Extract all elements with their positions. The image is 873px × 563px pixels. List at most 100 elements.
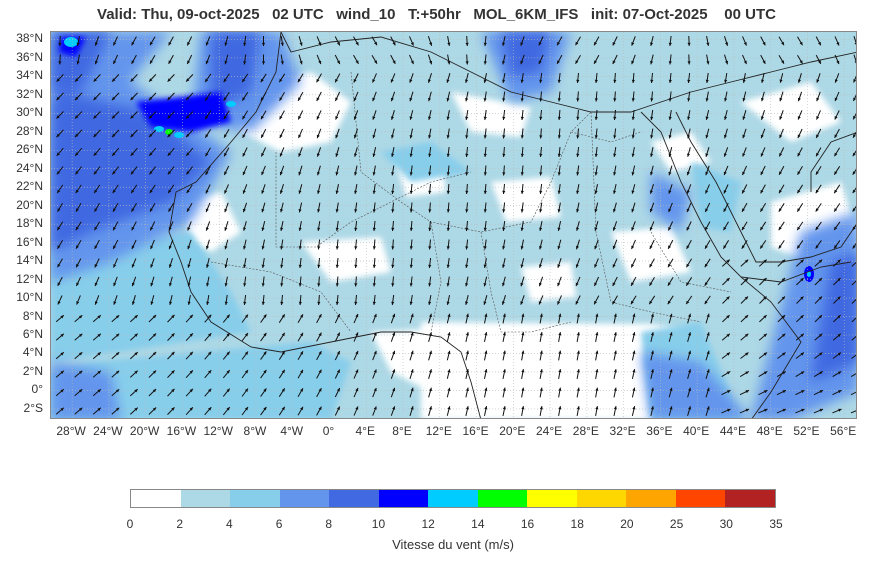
wind-arrow xyxy=(557,220,562,232)
wind-arrow xyxy=(502,406,506,416)
wind-arrow xyxy=(502,183,506,195)
wind-arrow xyxy=(372,276,376,287)
wind-arrow xyxy=(539,332,543,342)
wind-arrow xyxy=(167,184,175,194)
wind-arrow xyxy=(556,36,563,46)
wind-arrow xyxy=(594,128,598,139)
wind-arrow xyxy=(241,406,249,416)
wind-arrow xyxy=(501,295,506,305)
wind-arrow xyxy=(446,128,450,139)
wind-arrow xyxy=(223,110,230,120)
wind-arrow xyxy=(428,350,432,361)
wind-arrow xyxy=(795,333,805,341)
wind-arrow xyxy=(149,202,156,213)
wind-arrow xyxy=(224,239,229,250)
wind-arrow xyxy=(446,91,451,102)
wind-arrow xyxy=(446,165,450,176)
lon-label: 20°W xyxy=(129,424,160,438)
wind-arrow xyxy=(796,221,804,231)
colorbar-tick: 6 xyxy=(275,517,283,531)
wind-arrow xyxy=(687,54,691,65)
wind-arrow xyxy=(354,294,358,306)
wind-arrow xyxy=(446,257,450,269)
wind-arrow xyxy=(169,294,173,306)
wind-arrow xyxy=(278,314,286,323)
wind-arrow xyxy=(649,221,655,231)
wind-arrow xyxy=(483,220,487,232)
wind-arrow xyxy=(168,239,174,250)
wind-arrow xyxy=(222,406,231,416)
wind-arrow xyxy=(316,73,322,83)
wind-arrow xyxy=(483,183,487,195)
wind-arrow xyxy=(148,92,157,101)
wind-arrow xyxy=(148,147,157,157)
wind-arrow xyxy=(502,313,506,324)
wind-arrow xyxy=(353,313,359,324)
wind-arrow xyxy=(75,166,82,175)
lat-label: 34°N xyxy=(16,68,43,83)
wind-arrow xyxy=(834,73,840,83)
wind-arrow xyxy=(613,147,617,157)
wind-arrow xyxy=(92,407,102,415)
wind-arrow xyxy=(650,35,654,47)
wind-arrow xyxy=(814,259,823,267)
wind-arrow xyxy=(761,72,765,84)
wind-arrow xyxy=(557,295,562,305)
wind-arrow xyxy=(613,128,617,139)
wind-arrow xyxy=(797,91,803,102)
wind-map xyxy=(50,31,857,419)
wind-arrow xyxy=(204,351,212,360)
wind-arrow xyxy=(148,129,157,138)
wind-arrow xyxy=(428,387,432,398)
wind-arrow xyxy=(280,276,284,287)
wind-arrow xyxy=(298,202,303,213)
lon-label: 28°E xyxy=(572,424,599,438)
wind-arrow xyxy=(94,202,100,213)
wind-arrow xyxy=(686,165,692,176)
wind-arrow xyxy=(223,73,230,83)
colorbar-swatch xyxy=(131,490,181,507)
wind-arrow xyxy=(723,184,729,194)
wind-arrow xyxy=(428,369,432,379)
wind-arrow xyxy=(372,369,377,379)
wind-arrow xyxy=(241,332,249,342)
wind-arrow xyxy=(595,350,599,361)
wind-arrow xyxy=(129,333,139,341)
wind-arrow xyxy=(185,147,194,157)
wind-arrow xyxy=(261,54,266,65)
wind-arrow xyxy=(740,277,749,286)
wind-arrow xyxy=(335,147,340,157)
wind-arrow xyxy=(372,387,377,398)
wind-arrow xyxy=(484,369,488,379)
wind-arrow xyxy=(538,295,544,305)
lon-label: 8°E xyxy=(392,424,412,438)
wind-arrow xyxy=(576,387,580,398)
wind-arrow xyxy=(742,128,747,139)
wind-arrow xyxy=(778,147,785,157)
wind-arrow xyxy=(317,276,321,287)
wind-arrow xyxy=(167,111,175,119)
wind-arrow xyxy=(261,184,266,194)
wind-arrow xyxy=(409,54,414,65)
wind-arrow xyxy=(687,72,691,84)
wind-arrow xyxy=(372,294,376,306)
wind-arrow xyxy=(131,239,137,250)
wind-arrow xyxy=(723,128,728,139)
wind-arrow xyxy=(502,91,506,102)
wind-arrow xyxy=(797,147,803,157)
wind-arrow xyxy=(595,369,599,379)
wind-arrow xyxy=(778,240,785,249)
wind-arrow xyxy=(298,54,303,65)
wind-arrow xyxy=(187,276,192,287)
wind-arrow xyxy=(815,203,822,212)
wind-arrow xyxy=(335,257,339,269)
wind-arrow xyxy=(57,276,63,287)
wind-arrow xyxy=(650,387,654,398)
wind-arrow xyxy=(594,91,598,102)
wind-arrow xyxy=(409,36,414,46)
wind-arrow xyxy=(687,110,691,120)
wind-arrow xyxy=(668,332,673,342)
colorbar-tick: 18 xyxy=(570,517,584,531)
lat-label: 18°N xyxy=(16,216,43,231)
wind-arrow xyxy=(758,259,768,267)
